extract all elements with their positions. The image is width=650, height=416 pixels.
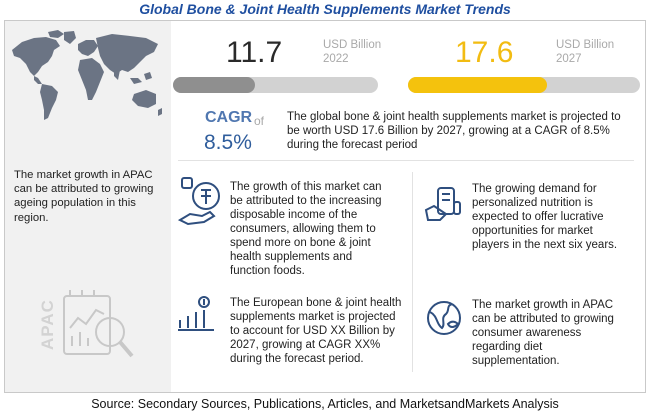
world-map-icon <box>12 30 162 120</box>
market-summary: The global bone & joint health supplemen… <box>287 111 621 151</box>
page-title: Global Bone & Joint Health Supplements M… <box>139 1 511 17</box>
divider-vertical <box>412 172 413 372</box>
unit-2022: USD Billion <box>323 39 382 51</box>
value-bar-2027 <box>408 77 640 93</box>
value-bar-2022 <box>173 77 378 93</box>
value-bar-2027-fill <box>408 77 548 93</box>
globe-leaf-icon <box>427 301 461 335</box>
year-2022: 2022 <box>323 53 349 65</box>
cagr-label: CAGR <box>205 109 253 126</box>
apac-growth-note: The market growth in APAC can be attribu… <box>14 169 154 224</box>
market-value-2022: 11.7 <box>226 36 283 69</box>
personalized-nutrition-icon <box>424 187 461 221</box>
income-hand-icon <box>177 177 220 226</box>
point-apac-awareness: The market growth in APAC can be attribu… <box>472 299 614 367</box>
apac-region-label: APAC <box>38 299 57 350</box>
growth-chart-icon <box>178 296 214 331</box>
point-personalized-nutrition: The growing demand for personalized nutr… <box>472 183 618 251</box>
point-disposable-income: The growth of this market can be attribu… <box>230 181 382 277</box>
source-note: Source: Secondary Sources, Publications,… <box>91 397 559 411</box>
unit-2027: USD Billion <box>556 39 615 51</box>
cagr-of: of <box>254 114 265 128</box>
value-bar-2022-fill <box>173 77 255 93</box>
divider-horizontal <box>178 160 634 161</box>
market-value-2027: 17.6 <box>455 36 514 69</box>
analytics-magnifier-icon <box>63 290 134 358</box>
cagr-value: 8.5% <box>204 131 252 154</box>
year-2027: 2027 <box>556 53 582 65</box>
point-european-market: The European bone & joint health supplem… <box>230 297 402 365</box>
